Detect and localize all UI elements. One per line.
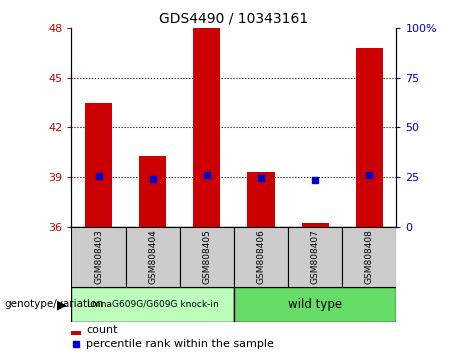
Bar: [71, 331, 81, 335]
Text: LmnaG609G/G609G knock-in: LmnaG609G/G609G knock-in: [87, 300, 219, 309]
Bar: [193, 28, 220, 227]
Bar: [301, 223, 329, 227]
Text: count: count: [86, 325, 118, 335]
Title: GDS4490 / 10343161: GDS4490 / 10343161: [160, 12, 308, 26]
Text: GSM808403: GSM808403: [94, 229, 103, 284]
Text: wild type: wild type: [288, 298, 342, 311]
Bar: [288, 227, 342, 287]
Bar: [71, 287, 234, 322]
Bar: [342, 227, 396, 287]
Bar: [125, 227, 180, 287]
Text: GSM808408: GSM808408: [365, 229, 374, 284]
Text: ▶: ▶: [57, 298, 67, 311]
Text: GSM808405: GSM808405: [202, 229, 212, 284]
Bar: [234, 287, 396, 322]
Bar: [139, 155, 166, 227]
Bar: [85, 103, 112, 227]
Bar: [248, 172, 275, 227]
Text: genotype/variation: genotype/variation: [5, 299, 104, 309]
Text: percentile rank within the sample: percentile rank within the sample: [86, 339, 274, 349]
Bar: [356, 48, 383, 227]
Text: GSM808406: GSM808406: [256, 229, 266, 284]
Bar: [234, 227, 288, 287]
Text: GSM808404: GSM808404: [148, 229, 157, 284]
Bar: [71, 227, 125, 287]
Bar: [180, 227, 234, 287]
Text: GSM808407: GSM808407: [311, 229, 320, 284]
